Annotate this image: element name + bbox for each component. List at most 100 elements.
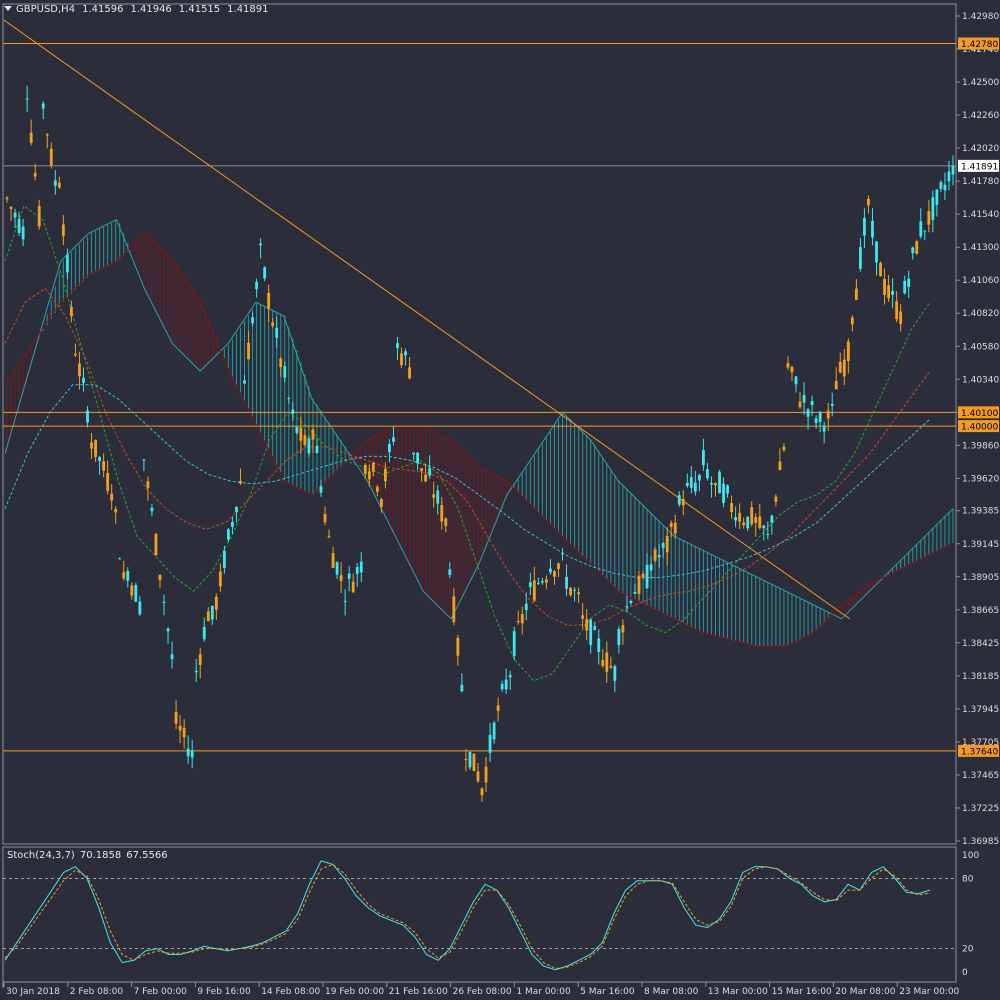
- candle-body: [110, 493, 114, 501]
- candle-body: [730, 503, 733, 513]
- candle-body: [545, 579, 548, 583]
- close-value: 1.41891: [227, 4, 269, 15]
- candle-body: [98, 457, 102, 462]
- candle-body: [919, 221, 923, 237]
- candle-body: [339, 575, 343, 582]
- candle-body: [13, 212, 17, 218]
- candle-body: [351, 581, 355, 593]
- candle-body: [774, 496, 778, 502]
- candle-body: [45, 134, 49, 136]
- price-labels: 1.42780 1.41891 1.40100 1.40000 1.37640: [958, 37, 999, 757]
- candle-body: [854, 288, 858, 300]
- candle-body: [355, 567, 359, 574]
- candle-body: [283, 366, 287, 378]
- candle-body: [641, 574, 645, 578]
- candle-body: [738, 512, 742, 522]
- candle-body: [476, 771, 480, 782]
- candle-body: [693, 482, 697, 492]
- candle-body: [528, 582, 532, 587]
- candle-body: [239, 480, 242, 484]
- candle-body: [887, 285, 890, 299]
- candle-body: [484, 766, 488, 783]
- candle-body: [5, 197, 9, 200]
- candle-body: [846, 341, 850, 362]
- candle-body: [90, 442, 93, 449]
- candle-body: [327, 536, 331, 538]
- stoch-tick-label: 0: [962, 968, 968, 978]
- candle-body: [267, 292, 271, 309]
- candle-body: [222, 550, 226, 568]
- y-tick-label: 1.41300: [962, 243, 999, 253]
- candle-body: [126, 571, 130, 581]
- symbol-timeframe: GBPUSD,H4: [16, 4, 76, 15]
- y-tick-label: 1.42260: [962, 111, 999, 121]
- candle-body: [206, 611, 210, 622]
- candle-body: [895, 301, 899, 320]
- candle-body: [315, 446, 319, 454]
- candle-body: [762, 525, 766, 529]
- candle-body: [102, 461, 106, 471]
- candle-body: [637, 575, 641, 594]
- candle-body: [818, 412, 822, 422]
- candle-body: [291, 409, 295, 415]
- candle-body: [70, 306, 73, 317]
- y-tick-label: 1.37465: [962, 771, 999, 781]
- candle-body: [935, 189, 939, 205]
- candle-body: [858, 247, 862, 269]
- low-value: 1.41515: [178, 4, 221, 15]
- candle-body: [621, 625, 625, 633]
- candle-body: [392, 437, 395, 442]
- candle-body: [581, 615, 585, 619]
- y-tick-label: 1.42740: [962, 45, 999, 55]
- x-tick-label: 9 Feb 16:00: [197, 987, 251, 997]
- candle-body: [786, 363, 790, 368]
- candle-body: [359, 561, 363, 573]
- candle-body: [681, 498, 685, 506]
- y-tick-label: 1.38905: [962, 573, 999, 583]
- candle-body: [428, 467, 432, 476]
- candle-body: [190, 750, 194, 758]
- price-label-box: [958, 37, 999, 50]
- candle-body: [49, 148, 53, 166]
- candle-body: [480, 788, 484, 796]
- candle-body: [613, 666, 617, 681]
- candle-body: [951, 165, 955, 175]
- candle-body: [540, 581, 544, 583]
- candle-body: [810, 400, 814, 406]
- candle-body: [146, 481, 150, 489]
- candle-body: [448, 569, 452, 575]
- candle-body: [243, 380, 246, 384]
- x-tick-label: 5 Mar 16:00: [580, 987, 635, 997]
- candle-body: [802, 395, 806, 403]
- candle-body: [375, 486, 379, 492]
- x-tick-label: 30 Jan 2018: [6, 987, 60, 997]
- candle-body: [138, 601, 142, 615]
- candle-body: [404, 351, 407, 356]
- candle-body: [436, 490, 440, 504]
- stoch-pane-frame: [2, 846, 957, 983]
- dropdown-triangle-icon[interactable]: [4, 6, 12, 11]
- candle-body: [657, 555, 661, 558]
- candle-body: [367, 471, 371, 480]
- x-tick-label: 23 Mar 00:00: [899, 987, 959, 997]
- main-pane-frame: [2, 3, 957, 845]
- y-tick-label: 1.38425: [962, 639, 999, 649]
- candle-body: [822, 425, 826, 432]
- senkou-span-a: [4, 219, 954, 620]
- open-value: 1.41596: [82, 4, 124, 15]
- candle-body: [838, 361, 842, 373]
- candle-body: [577, 592, 581, 595]
- candle-body: [524, 603, 528, 611]
- candle-body: [37, 205, 41, 227]
- y-tick-label: 1.38665: [962, 606, 999, 616]
- candle-body: [500, 683, 504, 690]
- candle-body: [589, 619, 593, 645]
- x-tick-label: 26 Feb 08:00: [453, 987, 512, 997]
- candle-body: [162, 601, 166, 603]
- candle-body: [343, 600, 347, 602]
- ma-fast-line: [4, 205, 931, 682]
- candle-body: [597, 638, 601, 652]
- candle-body: [923, 230, 927, 232]
- candle-body: [726, 485, 729, 494]
